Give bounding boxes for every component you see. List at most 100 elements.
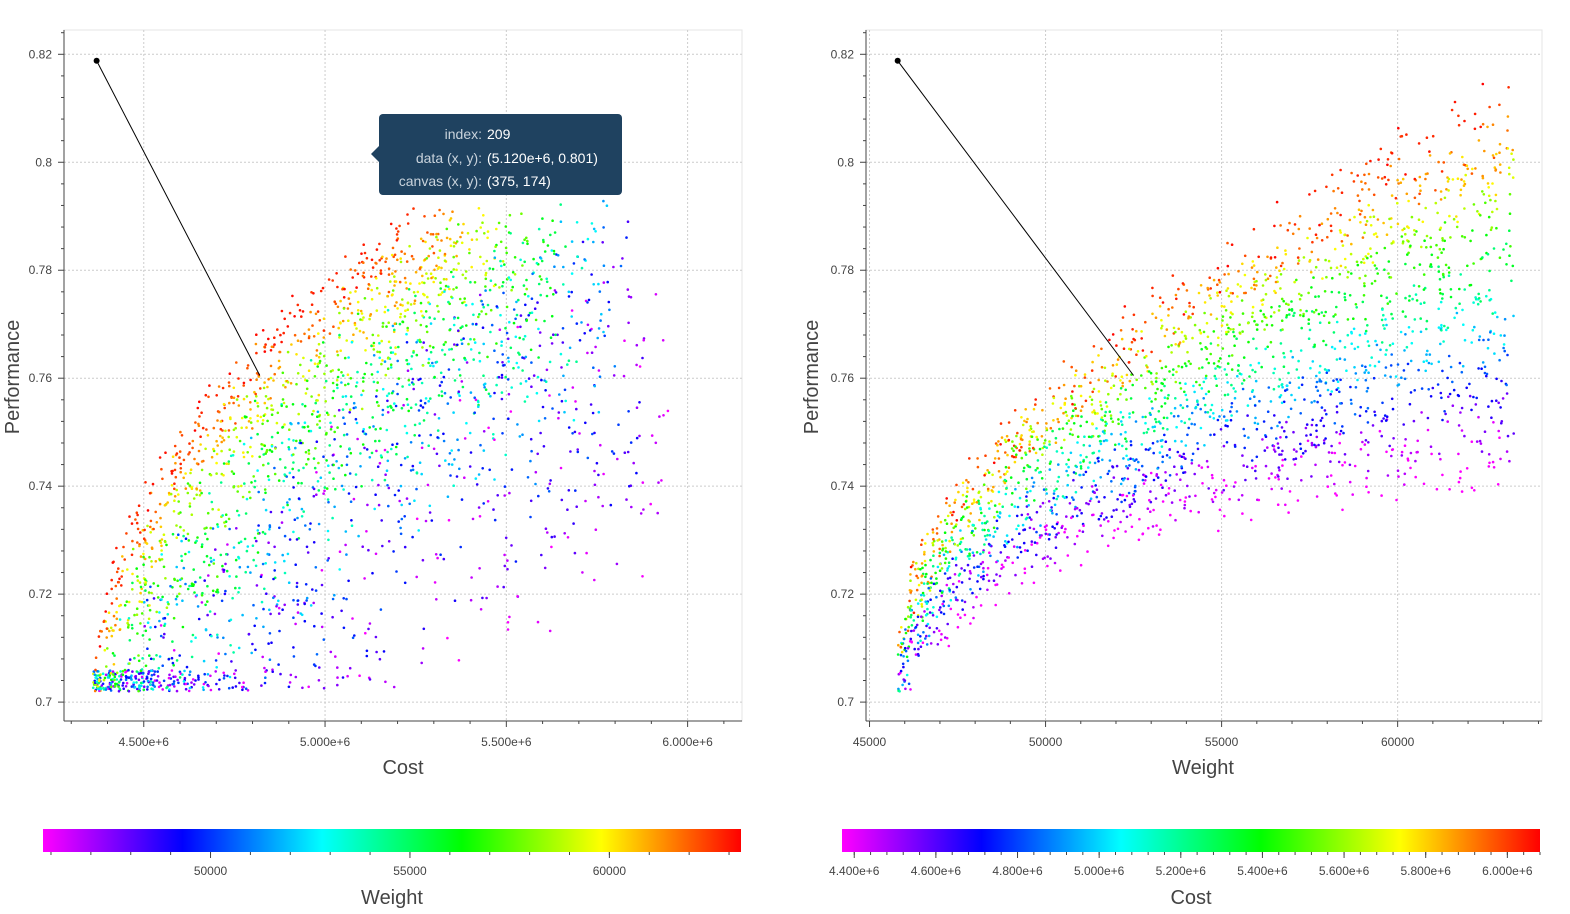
left-scatter-point (111, 670, 115, 673)
left-scatter-point (305, 596, 309, 600)
left-scatter-point (216, 575, 219, 578)
right-scatter-point (1183, 390, 1186, 394)
left-scatter-point (512, 366, 515, 370)
left-scatter-point (566, 536, 570, 539)
left-scatter-point (392, 330, 396, 334)
right-scatter-point (1187, 360, 1191, 363)
right-scatter-point (1226, 264, 1230, 268)
right-scatter-point (1230, 414, 1233, 417)
right-scatter-point (1293, 280, 1296, 284)
left-scatter-point (146, 509, 150, 512)
left-annotation-line (96, 60, 261, 376)
right-scatter-point (966, 490, 969, 494)
left-scatter-point (510, 468, 514, 471)
right-scatter-point (999, 422, 1003, 425)
right-scatter-point (1401, 177, 1405, 181)
left-scatter-point (515, 313, 519, 317)
right-scatter-point (1107, 469, 1111, 473)
right-scatter-point (1281, 385, 1284, 389)
left-scatter-point (343, 287, 346, 291)
left-scatter-point (362, 427, 366, 431)
left-scatter-point (173, 487, 176, 491)
left-scatter-point (303, 426, 306, 429)
left-scatter-point (304, 583, 308, 586)
left-scatter-point (348, 472, 352, 475)
left-scatter-point (377, 404, 380, 408)
right-scatter-point (1502, 346, 1505, 350)
left-scatter-point (154, 560, 158, 563)
left-scatter-point (112, 663, 116, 666)
left-scatter-point (372, 341, 376, 345)
left-scatter-point (123, 668, 127, 672)
left-scatter-point (120, 675, 123, 678)
left-scatter-point (403, 515, 407, 518)
right-scatter-point (1354, 372, 1358, 375)
left-scatter-point (259, 387, 262, 390)
right-scatter-point (1028, 516, 1031, 519)
right-scatter-point (1065, 515, 1068, 518)
right-scatter-point (1057, 463, 1060, 466)
left-scatter-point (534, 482, 537, 486)
right-scatter-point (1266, 277, 1270, 281)
left-scatter-point (347, 492, 351, 495)
right-scatter-point (1095, 488, 1099, 492)
right-scatter-point (1342, 431, 1345, 435)
right-scatter-point (1154, 417, 1157, 421)
left-scatter-point (298, 309, 302, 312)
left-scatter-point (432, 364, 435, 368)
left-scatter-point (93, 673, 97, 676)
left-scatter-point (249, 445, 252, 449)
left-scatter-point (421, 314, 424, 318)
right-scatter-point (1339, 402, 1342, 405)
left-scatter-point (286, 350, 290, 354)
right-scatter-point (954, 563, 958, 567)
right-scatter-point (1212, 278, 1216, 282)
left-scatter-point (518, 435, 522, 438)
left-scatter-point (124, 670, 127, 674)
right-scatter-point (1000, 567, 1003, 570)
right-scatter-point (1207, 361, 1210, 365)
left-scatter-point (283, 317, 287, 321)
left-scatter-point (135, 613, 139, 616)
left-scatter-point (394, 270, 397, 273)
left-scatter-point (396, 382, 399, 386)
right-scatter-point (1353, 347, 1357, 351)
left-scatter-point (109, 682, 113, 685)
left-scatter-point (260, 443, 263, 446)
left-scatter-point (115, 570, 119, 574)
right-scatter-point (1214, 367, 1217, 370)
right-scatter-point (1016, 556, 1019, 559)
left-scatter-point (150, 565, 154, 569)
left-scatter-point (438, 464, 441, 468)
right-scatter-point (1427, 388, 1430, 391)
right-scatter-point (1510, 279, 1513, 283)
left-scatter-point (318, 426, 322, 430)
left-scatter-point (333, 430, 337, 434)
left-scatter-point (441, 348, 444, 352)
left-scatter-point (516, 325, 519, 329)
left-scatter-point (520, 212, 523, 215)
left-scatter-point (425, 272, 428, 275)
right-scatter-point (981, 528, 984, 532)
left-scatter-point (591, 411, 595, 415)
right-scatter-point (1409, 359, 1413, 363)
left-scatter-point (254, 342, 258, 346)
left-scatter-point (358, 329, 362, 333)
right-scatter-point (919, 635, 922, 638)
left-scatter-point (162, 533, 166, 536)
right-scatter-point (1209, 313, 1213, 316)
left-scatter-point (202, 659, 206, 663)
right-scatter-point (1018, 442, 1022, 446)
left-scatter-point (268, 658, 272, 661)
right-scatter-point (1221, 319, 1224, 322)
left-scatter-point (125, 600, 129, 603)
right-scatter-point (997, 440, 1000, 443)
left-scatter-point (323, 486, 327, 489)
left-scatter-point (393, 493, 397, 497)
right-scatter-point (1163, 402, 1167, 405)
right-scatter-point (1144, 448, 1148, 451)
right-scatter-point (1346, 333, 1350, 337)
right-scatter-point (904, 687, 907, 691)
right-scatter-point (909, 565, 913, 569)
left-scatter-point (561, 341, 565, 344)
